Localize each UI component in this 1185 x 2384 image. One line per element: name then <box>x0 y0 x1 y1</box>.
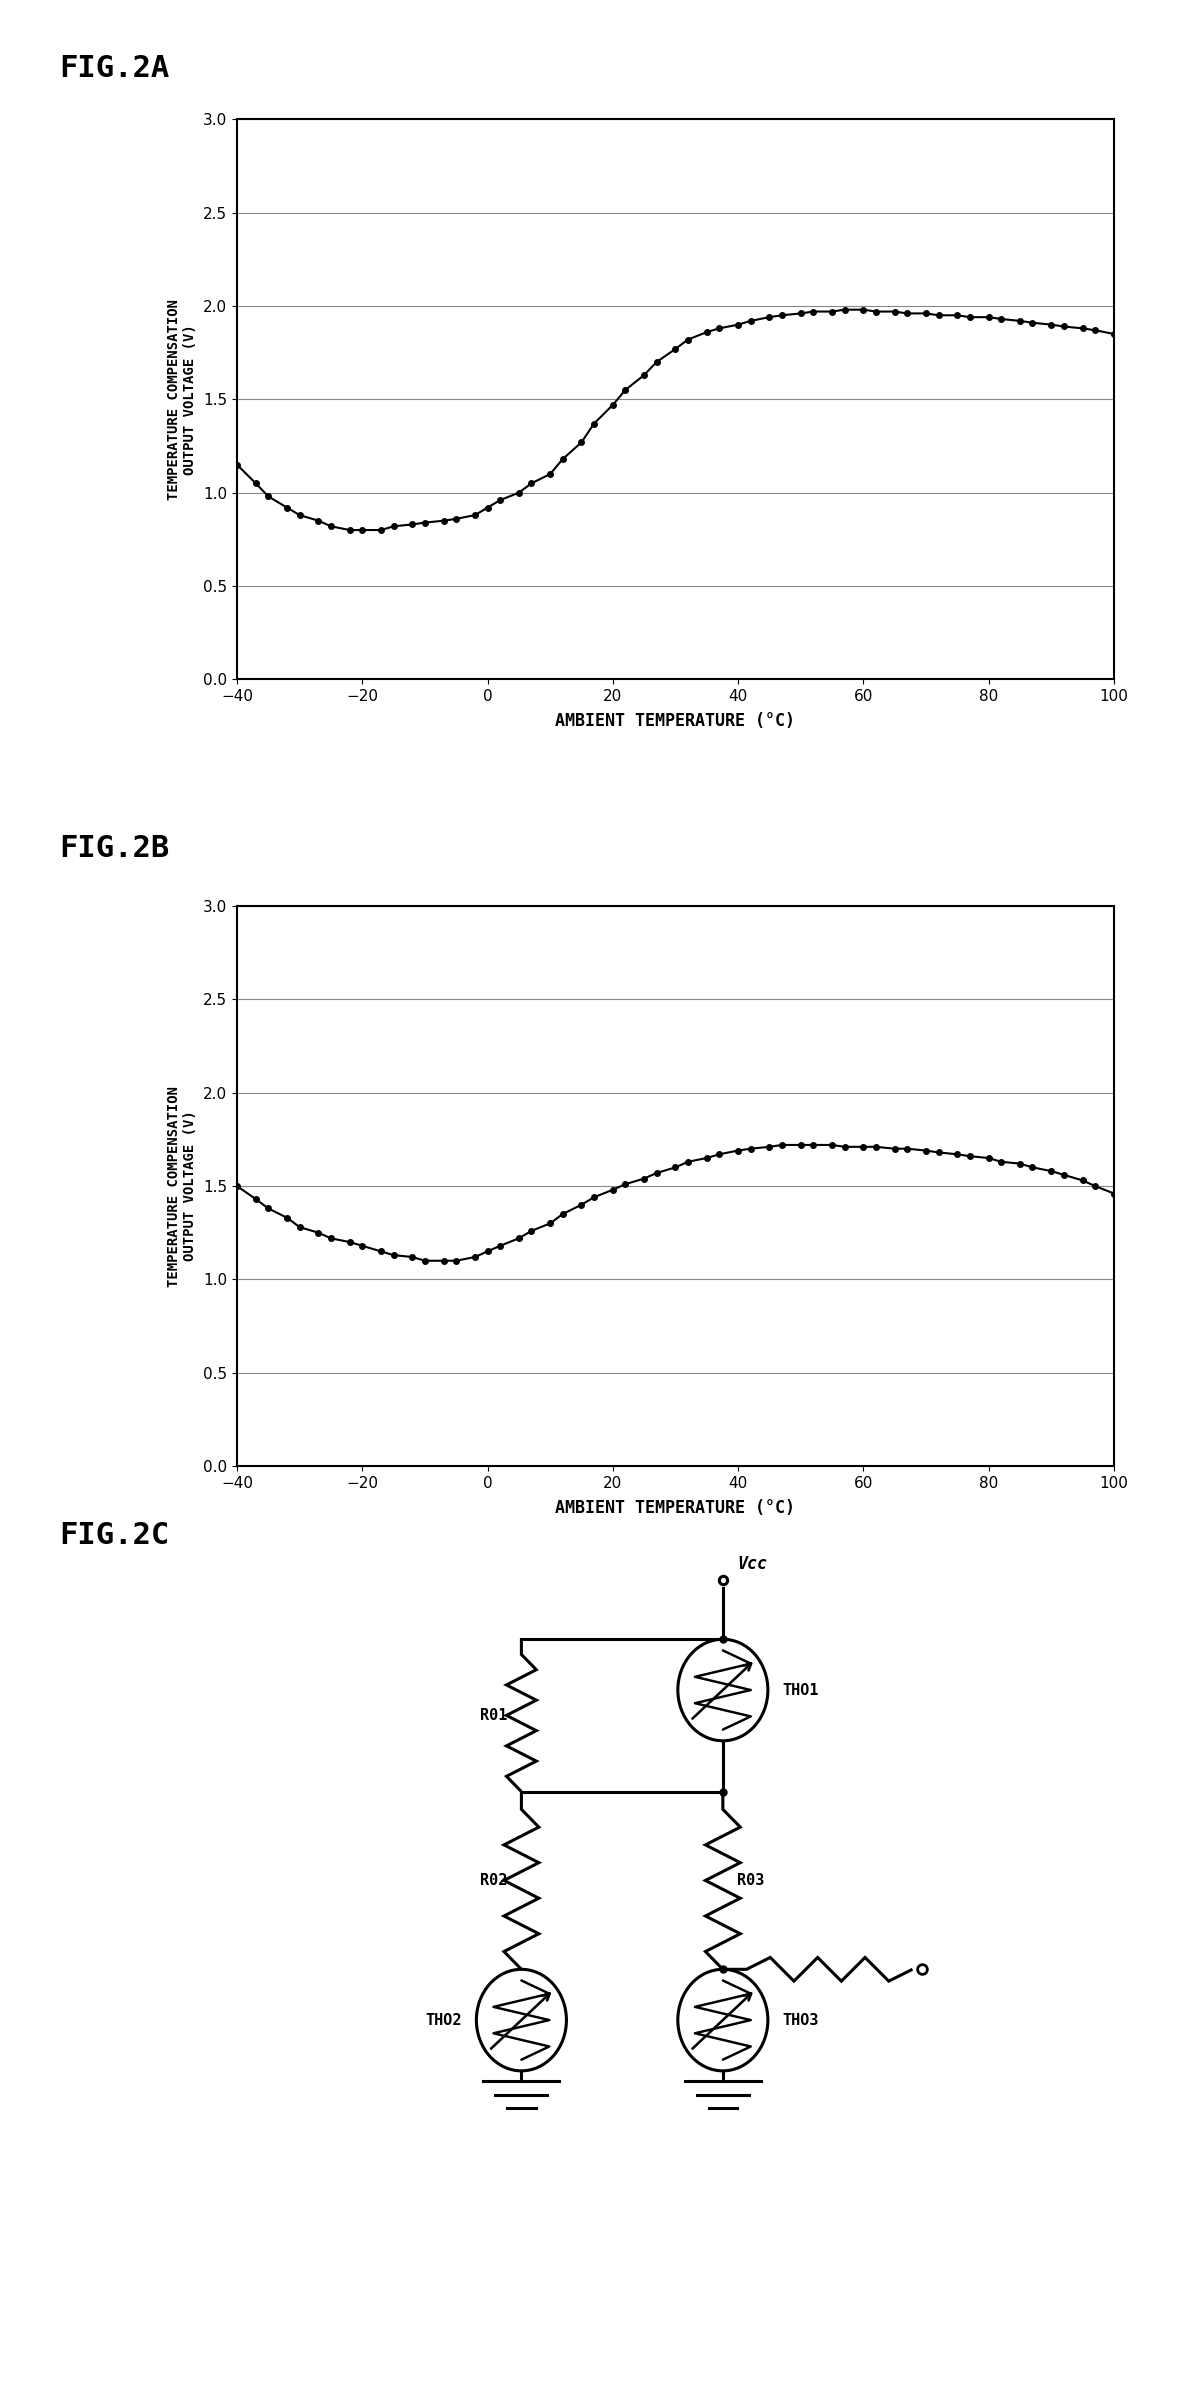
X-axis label: AMBIENT TEMPERATURE (°C): AMBIENT TEMPERATURE (°C) <box>556 713 795 730</box>
Text: R01: R01 <box>480 1707 507 1724</box>
Text: R02: R02 <box>480 1874 507 1888</box>
Text: R03: R03 <box>737 1874 764 1888</box>
X-axis label: AMBIENT TEMPERATURE (°C): AMBIENT TEMPERATURE (°C) <box>556 1500 795 1516</box>
Y-axis label: TEMPERATURE COMPENSATION
OUTPUT VOLTAGE (V): TEMPERATURE COMPENSATION OUTPUT VOLTAGE … <box>167 298 198 501</box>
Text: FIG.2C: FIG.2C <box>59 1521 169 1550</box>
Text: THO2: THO2 <box>425 2012 462 2026</box>
Text: Vcc: Vcc <box>737 1554 767 1573</box>
Y-axis label: TEMPERATURE COMPENSATION
OUTPUT VOLTAGE (V): TEMPERATURE COMPENSATION OUTPUT VOLTAGE … <box>167 1085 198 1287</box>
Text: FIG.2B: FIG.2B <box>59 834 169 863</box>
Text: THO1: THO1 <box>782 1683 819 1697</box>
Text: THO3: THO3 <box>782 2012 819 2026</box>
Text: FIG.2A: FIG.2A <box>59 55 169 83</box>
